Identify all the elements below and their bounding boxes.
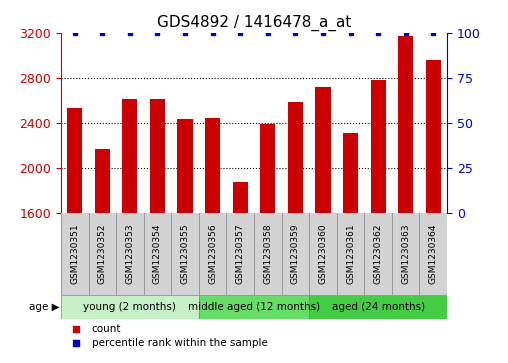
Bar	[95, 149, 110, 213]
Bar	[233, 183, 248, 213]
Bar	[370, 80, 386, 213]
Text: GSM1230361: GSM1230361	[346, 224, 355, 284]
Text: GSM1230357: GSM1230357	[236, 224, 245, 284]
Bar	[398, 36, 414, 213]
Text: percentile rank within the sample: percentile rank within the sample	[92, 338, 268, 348]
Bar	[260, 124, 275, 213]
Text: GSM1230353: GSM1230353	[125, 224, 135, 284]
Text: middle aged (12 months): middle aged (12 months)	[188, 302, 320, 312]
Text: GSM1230356: GSM1230356	[208, 224, 217, 284]
Text: GSM1230354: GSM1230354	[153, 224, 162, 284]
Bar	[309, 295, 447, 319]
Text: GSM1230358: GSM1230358	[263, 224, 272, 284]
Text: aged (24 months): aged (24 months)	[332, 302, 425, 312]
Bar	[122, 99, 138, 213]
Text: GSM1230351: GSM1230351	[70, 224, 79, 284]
Text: GSM1230352: GSM1230352	[98, 224, 107, 284]
Bar	[199, 295, 309, 319]
Title: GDS4892 / 1416478_a_at: GDS4892 / 1416478_a_at	[157, 15, 351, 31]
Bar	[205, 118, 220, 213]
Bar	[177, 119, 193, 213]
Text: GSM1230364: GSM1230364	[429, 224, 438, 284]
Text: GSM1230355: GSM1230355	[180, 224, 189, 284]
Bar	[61, 295, 199, 319]
Text: GSM1230362: GSM1230362	[373, 224, 383, 284]
Text: age ▶: age ▶	[29, 302, 59, 312]
Text: GSM1230359: GSM1230359	[291, 224, 300, 284]
Bar	[150, 99, 165, 213]
Bar	[343, 133, 358, 213]
Bar	[288, 102, 303, 213]
Text: young (2 months): young (2 months)	[83, 302, 176, 312]
Text: count: count	[92, 323, 121, 334]
Bar	[315, 87, 331, 213]
Bar	[67, 108, 82, 213]
Bar	[426, 60, 441, 213]
Text: GSM1230360: GSM1230360	[319, 224, 328, 284]
Text: GSM1230363: GSM1230363	[401, 224, 410, 284]
